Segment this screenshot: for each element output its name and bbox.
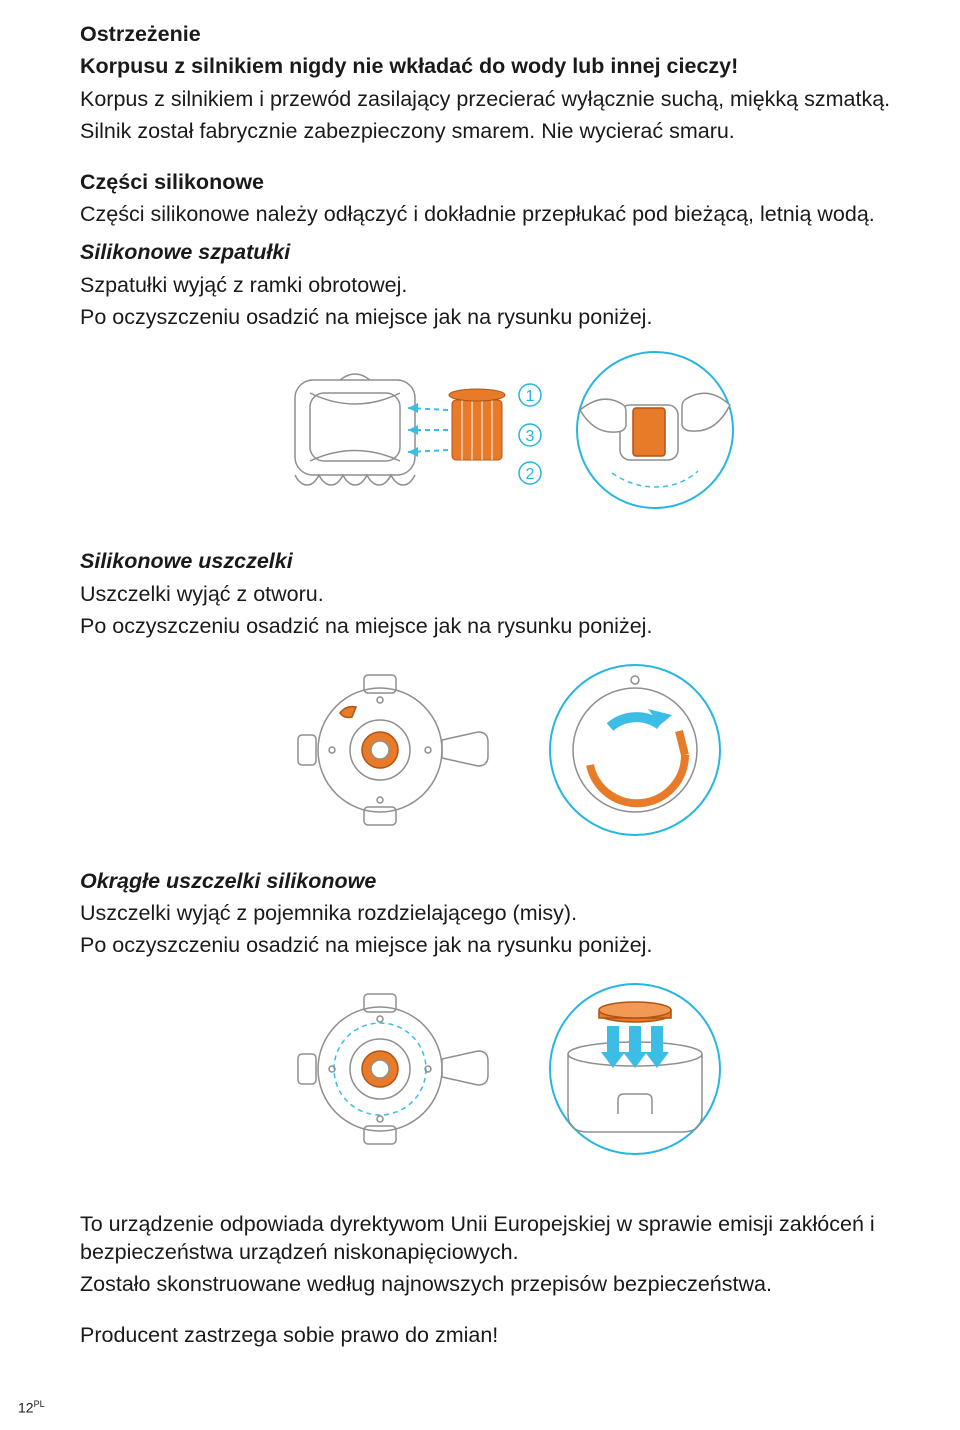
footer-block2: Producent zastrzega sobie prawo do zmian… bbox=[80, 1321, 920, 1349]
warning-line3: Silnik został fabrycznie zabezpieczony s… bbox=[80, 117, 920, 145]
silicone-parts-block: Części silikonowe Części silikonowe nale… bbox=[80, 168, 920, 229]
page-number-sup: PL bbox=[34, 1399, 45, 1409]
seals-line2: Po oczyszczeniu osadzić na miejsce jak n… bbox=[80, 612, 920, 640]
spatulas-line2: Po oczyszczeniu osadzić na miejsce jak n… bbox=[80, 303, 920, 331]
footer-line3: Producent zastrzega sobie prawo do zmian… bbox=[80, 1321, 920, 1349]
footer-line2: Zostało skonstruowane według najnowszych… bbox=[80, 1270, 920, 1298]
spatulas-block: Silikonowe szpatułki Szpatułki wyjąć z r… bbox=[80, 238, 920, 331]
page-number: 12PL bbox=[18, 1399, 45, 1416]
round-seals-heading: Okrągłe uszczelki silikonowe bbox=[80, 867, 920, 895]
illustration-seals bbox=[80, 655, 920, 845]
warning-block: Ostrzeżenie Korpusu z silnikiem nigdy ni… bbox=[80, 20, 920, 146]
seals-block: Silikonowe uszczelki Uszczelki wyjąć z o… bbox=[80, 547, 920, 640]
seals-heading: Silikonowe uszczelki bbox=[80, 547, 920, 575]
spatulas-heading: Silikonowe szpatułki bbox=[80, 238, 920, 266]
warning-heading: Ostrzeżenie bbox=[80, 20, 920, 48]
silicone-parts-body: Części silikonowe należy odłączyć i dokł… bbox=[80, 200, 920, 228]
seals-line1: Uszczelki wyjąć z otworu. bbox=[80, 580, 920, 608]
footer-block: To urządzenie odpowiada dyrektywom Unii … bbox=[80, 1210, 920, 1299]
round-seals-line1: Uszczelki wyjąć z pojemnika rozdzielając… bbox=[80, 899, 920, 927]
spatulas-line1: Szpatułki wyjąć z ramki obrotowej. bbox=[80, 271, 920, 299]
illustration-spatulas: 1 3 2 bbox=[80, 345, 920, 525]
warning-line1: Korpusu z silnikiem nigdy nie wkładać do… bbox=[80, 52, 920, 80]
silicone-parts-heading: Części silikonowe bbox=[80, 168, 920, 196]
page-number-num: 12 bbox=[18, 1400, 34, 1416]
fig1-label-3: 3 bbox=[526, 428, 535, 445]
illustration-round-seals bbox=[80, 974, 920, 1164]
fig1-label-1: 1 bbox=[526, 388, 535, 405]
round-seals-block: Okrągłe uszczelki silikonowe Uszczelki w… bbox=[80, 867, 920, 960]
fig1-label-2: 2 bbox=[526, 466, 535, 483]
footer-line1: To urządzenie odpowiada dyrektywom Unii … bbox=[80, 1210, 920, 1267]
warning-line2: Korpus z silnikiem i przewód zasilający … bbox=[80, 85, 920, 113]
round-seals-line2: Po oczyszczeniu osadzić na miejsce jak n… bbox=[80, 931, 920, 959]
